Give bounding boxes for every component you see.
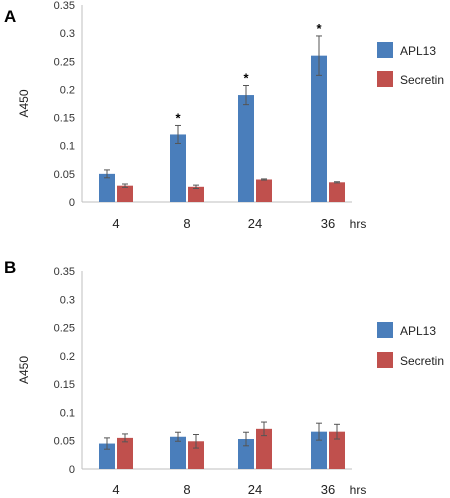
legend-swatch-secretin (377, 352, 393, 368)
significance-marker: * (175, 110, 181, 125)
y-axis-label: A450 (17, 89, 31, 117)
bar-apl13-8 (170, 436, 186, 469)
y-tick-label: 0 (69, 464, 75, 476)
panel-label: B (4, 258, 16, 277)
legend-swatch-secretin (377, 71, 393, 87)
y-tick-label: 0.05 (54, 169, 75, 181)
y-tick-label: 0.3 (60, 294, 75, 306)
bar-secretin-8 (188, 186, 204, 202)
panel-a: A A450 0 0.05 0.1 0.15 0.2 0.25 0.3 0.35 * * * 4 8 24 36… (4, 0, 444, 231)
y-axis-label: A450 (17, 356, 31, 384)
y-tick-label: 0 (69, 197, 75, 209)
bar-apl13-36 (311, 55, 327, 203)
legend-label-apl13: APL13 (400, 44, 436, 58)
bar-secretin-36 (329, 431, 345, 469)
significance-marker: * (243, 70, 249, 85)
x-tick-label: 24 (248, 216, 262, 231)
bar-secretin-24 (256, 179, 272, 202)
x-tick-label: 36 (321, 216, 335, 231)
bar-apl13-36 (311, 431, 327, 469)
y-tick-label: 0.2 (60, 351, 75, 363)
y-tick-label: 0.35 (54, 266, 75, 278)
x-tick-label: 36 (321, 482, 335, 497)
y-tick-label: 0.15 (54, 113, 75, 125)
bar-secretin-4 (117, 437, 133, 469)
bar-apl13-8 (170, 134, 186, 202)
bar-apl13-4 (99, 173, 115, 202)
panel-label: A (4, 7, 16, 26)
x-axis-unit: hrs (350, 483, 367, 497)
x-tick-label: 4 (112, 216, 119, 231)
bar-secretin-4 (117, 185, 133, 202)
bar-secretin-36 (329, 182, 345, 202)
bar-apl13-24 (238, 439, 254, 469)
y-tick-label: 0.1 (60, 141, 75, 153)
y-tick-label: 0.1 (60, 407, 75, 419)
bar-secretin-8 (188, 441, 204, 469)
y-tick-label: 0.35 (54, 0, 75, 12)
bar-apl13-4 (99, 443, 115, 469)
x-tick-label: 8 (183, 482, 190, 497)
legend-label-apl13: APL13 (400, 324, 436, 338)
legend-label-secretin: Secretin (400, 354, 444, 368)
x-tick-label: 24 (248, 482, 262, 497)
x-axis-unit: hrs (350, 217, 367, 231)
y-tick-label: 0.2 (60, 84, 75, 96)
legend-swatch-apl13 (377, 322, 393, 338)
y-tick-label: 0.25 (54, 323, 75, 335)
legend-label-secretin: Secretin (400, 73, 444, 87)
y-tick-label: 0.05 (54, 436, 75, 448)
bar-apl13-24 (238, 95, 254, 202)
legend-swatch-apl13 (377, 42, 393, 58)
x-tick-label: 8 (183, 216, 190, 231)
bar-secretin-24 (256, 428, 272, 469)
y-tick-label: 0.25 (54, 56, 75, 68)
x-tick-label: 4 (112, 482, 119, 497)
y-tick-label: 0.3 (60, 28, 75, 40)
panel-b: B A450 0 0.05 0.1 0.15 0.2 0.25 0.3 0.35 4 8 24 36 hrs… (4, 258, 444, 497)
significance-marker: * (316, 21, 322, 36)
y-tick-label: 0.15 (54, 379, 75, 391)
